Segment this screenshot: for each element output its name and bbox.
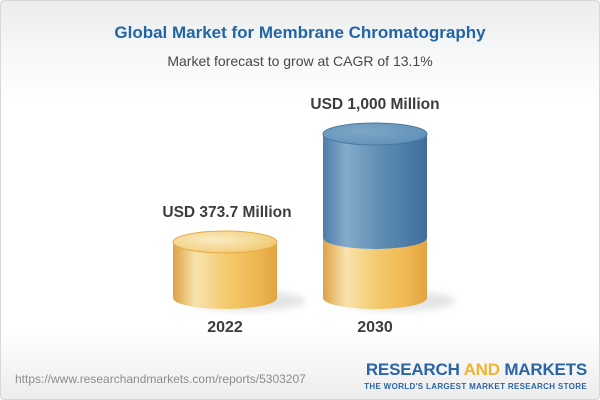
source-url: https://www.researchandmarkets.com/repor…: [15, 372, 306, 386]
bar-2030-cylinder: [322, 122, 428, 309]
bar-2030-growth-segment: [323, 134, 427, 249]
logo-tagline: THE WORLD'S LARGEST MARKET RESEARCH STOR…: [364, 382, 587, 391]
bar-2022-cylinder: [172, 230, 278, 309]
logo-word-markets: MARKETS: [504, 360, 587, 380]
bar-2030-base-segment: [323, 238, 427, 309]
category-label-2022: 2022: [207, 319, 243, 336]
logo-word-research: RESEARCH: [365, 360, 460, 380]
chart-title: Global Market for Membrane Chromatograph…: [114, 23, 486, 42]
research-and-markets-logo: RESEARCH AND MARKETS THE WORLD'S LARGEST…: [364, 360, 587, 391]
logo-word-and: AND: [463, 360, 500, 380]
logo-wordmark: RESEARCH AND MARKETS: [364, 360, 587, 380]
data-label-2030: USD 1,000 Million: [310, 96, 440, 113]
chart-subtitle: Market forecast to grow at CAGR of 13.1%: [167, 53, 433, 69]
data-label-2022: USD 373.7 Million: [162, 204, 292, 221]
category-label-2030: 2030: [357, 319, 393, 336]
